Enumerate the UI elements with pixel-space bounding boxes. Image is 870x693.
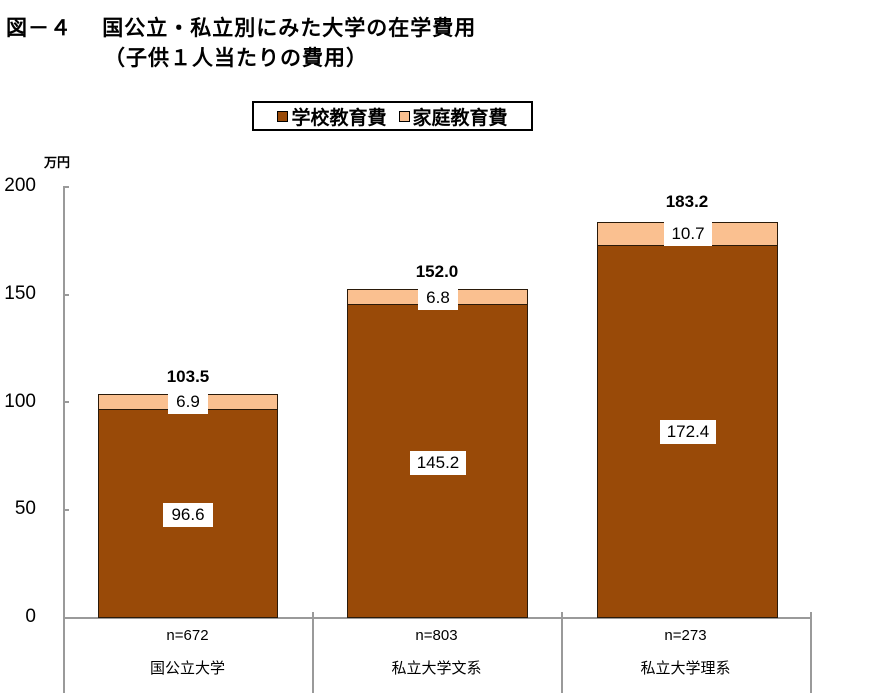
y-axis-line	[63, 186, 65, 693]
y-axis-tick	[63, 294, 69, 296]
legend: 学校教育費 家庭教育費	[252, 101, 533, 131]
x-category-divider	[810, 612, 812, 693]
value-label-school-kokkoritsu: 96.6	[163, 503, 213, 527]
value-label-home-kokkoritsu: 6.9	[168, 390, 208, 414]
category-n-shiritsu-bunkei: n=803	[415, 627, 458, 644]
x-category-divider	[312, 612, 314, 693]
x-axis-line	[63, 617, 812, 619]
category-n-kokkoritsu: n=672	[166, 627, 209, 644]
legend-swatch-school-icon	[277, 110, 289, 122]
y-axis-tick	[63, 509, 69, 511]
chart-title: 図－４ 国公立・私立別にみた大学の在学費用	[6, 16, 477, 40]
x-category-divider	[561, 612, 563, 693]
legend-item-home: 家庭教育費	[398, 103, 508, 130]
value-label-school-shiritsu-bunkei: 145.2	[410, 451, 466, 475]
legend-swatch-home-icon	[398, 110, 410, 122]
legend-label-school: 学校教育費	[291, 106, 387, 129]
total-label-shiritsu-rikei: 183.2	[665, 192, 709, 211]
value-label-home-shiritsu-rikei: 10.7	[664, 222, 712, 246]
total-label-shiritsu-bunkei: 152.0	[415, 262, 459, 281]
chart-subtitle: （子供１人当たりの費用）	[104, 46, 368, 70]
category-name-shiritsu-rikei: 私立大学理系	[640, 659, 731, 677]
legend-item-school: 学校教育費	[277, 103, 387, 130]
value-label-home-shiritsu-bunkei: 6.8	[418, 286, 458, 310]
y-axis-tick	[63, 186, 69, 188]
y-tick-100: 100	[4, 391, 36, 412]
y-axis-tick	[63, 401, 69, 403]
y-tick-200: 200	[4, 175, 36, 196]
total-label-kokkoritsu: 103.5	[166, 367, 210, 386]
value-label-school-shiritsu-rikei: 172.4	[660, 420, 716, 444]
y-tick-0: 0	[25, 606, 36, 627]
y-tick-150: 150	[4, 283, 36, 304]
category-name-kokkoritsu: 国公立大学	[149, 659, 225, 677]
legend-label-home: 家庭教育費	[412, 106, 508, 129]
category-name-shiritsu-bunkei: 私立大学文系	[391, 659, 482, 677]
y-tick-50: 50	[14, 498, 36, 519]
y-axis-unit: 万円	[44, 156, 71, 171]
category-n-shiritsu-rikei: n=273	[664, 627, 707, 644]
